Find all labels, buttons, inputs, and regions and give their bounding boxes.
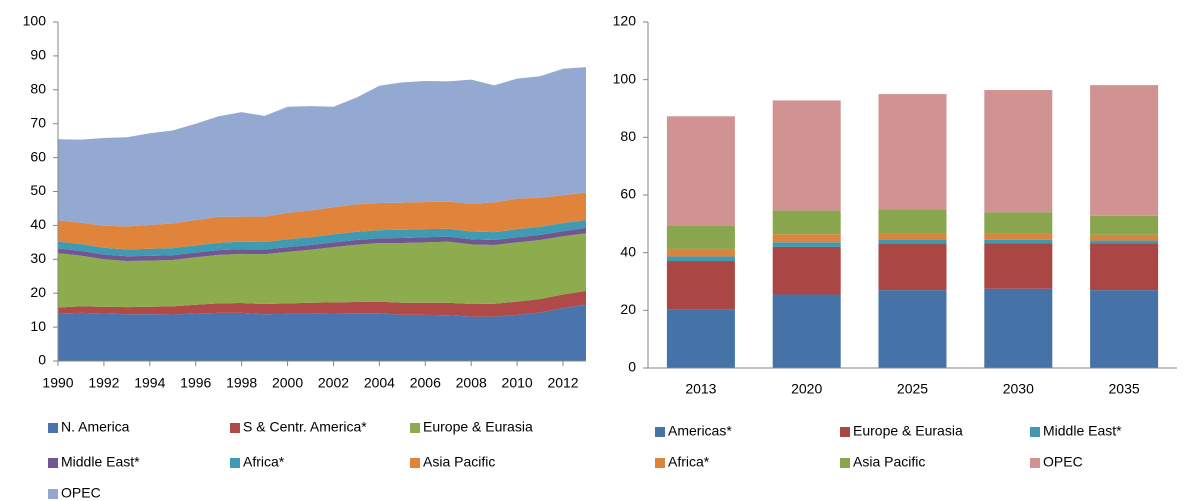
y-tick-label: 90: [30, 47, 46, 63]
legend-swatch: [840, 427, 850, 437]
y-tick-label: 70: [30, 114, 46, 130]
bar-segment: [1090, 234, 1159, 241]
area: [58, 304, 586, 361]
legend-swatch: [1030, 427, 1040, 437]
legend-label: Asia Pacific: [853, 454, 925, 470]
y-tick-label: 0: [628, 359, 636, 375]
legend-swatch: [410, 458, 420, 468]
y-tick-label: 80: [30, 81, 46, 97]
bar-segment: [772, 210, 841, 235]
bar-segment: [878, 244, 947, 291]
legend-swatch: [230, 423, 240, 433]
legend-label: Asia Pacific: [423, 454, 495, 470]
bar-segment: [984, 90, 1053, 213]
bar-segment: [1090, 85, 1159, 216]
x-tick-label: 1998: [226, 375, 257, 391]
area: [58, 67, 586, 227]
x-tick-label: 1990: [42, 375, 73, 391]
x-tick-label: 2035: [1109, 381, 1140, 397]
area: [58, 192, 586, 250]
legend-swatch: [1030, 458, 1040, 468]
legend-label: OPEC: [1043, 454, 1083, 470]
bar-segment: [666, 225, 735, 249]
y-tick-label: 40: [620, 243, 636, 259]
legend-swatch: [48, 423, 58, 433]
bar-segment: [666, 261, 735, 310]
bar-segment: [984, 233, 1053, 240]
bar-segment: [666, 256, 735, 262]
y-tick-label: 80: [620, 128, 636, 144]
legend-label: Europe & Eurasia: [423, 419, 533, 435]
y-tick-label: 100: [613, 70, 637, 86]
bar-segment: [878, 209, 947, 234]
bar-segment: [984, 243, 1053, 289]
bar-segment: [772, 100, 841, 211]
y-tick-label: 20: [620, 301, 636, 317]
x-tick-label: 2006: [410, 375, 441, 391]
area: [58, 227, 586, 261]
legend-label: Africa*: [668, 454, 710, 470]
bar-segment: [878, 233, 947, 240]
y-tick-label: 60: [620, 186, 636, 202]
legend-swatch: [48, 458, 58, 468]
bar-segment: [1090, 243, 1159, 291]
area: [58, 219, 586, 257]
legend-swatch: [840, 458, 850, 468]
y-tick-label: 20: [30, 284, 46, 300]
x-tick-label: 2030: [1003, 381, 1034, 397]
legend-swatch: [48, 489, 58, 499]
legend-swatch: [230, 458, 240, 468]
bar-segment: [1090, 290, 1159, 368]
area: [58, 233, 586, 308]
legend-label: OPEC: [61, 485, 101, 501]
x-tick-label: 2010: [502, 375, 533, 391]
x-tick-label: 2004: [364, 375, 395, 391]
bar-segment: [666, 248, 735, 257]
bar-segment: [666, 309, 735, 368]
area: [58, 290, 586, 317]
x-tick-label: 2013: [685, 381, 716, 397]
legend-swatch: [410, 423, 420, 433]
x-tick-label: 1992: [88, 375, 119, 391]
y-tick-label: 30: [30, 250, 46, 266]
x-tick-label: 2012: [547, 375, 578, 391]
legend-label: N. America: [61, 419, 130, 435]
x-tick-label: 1996: [180, 375, 211, 391]
y-tick-label: 0: [38, 352, 46, 368]
x-tick-label: 2008: [456, 375, 487, 391]
bar-segment: [1090, 215, 1159, 235]
bar-segment: [878, 239, 947, 245]
y-tick-label: 40: [30, 216, 46, 232]
bar-segment: [772, 294, 841, 368]
bar-segment: [984, 288, 1053, 368]
bar-segment: [984, 239, 1053, 244]
x-tick-label: 1994: [134, 375, 165, 391]
legend-label: Middle East*: [61, 454, 140, 470]
bar-segment: [772, 234, 841, 243]
bar-segment: [1090, 240, 1159, 244]
legend-label: Americas*: [668, 423, 732, 439]
y-tick-label: 10: [30, 318, 46, 334]
bar-segment: [878, 290, 947, 368]
x-tick-label: 2002: [318, 375, 349, 391]
legend-swatch: [655, 458, 665, 468]
legend-label: Africa*: [243, 454, 285, 470]
legend-label: Europe & Eurasia: [853, 423, 963, 439]
bar-segment: [772, 246, 841, 295]
y-tick-label: 50: [30, 182, 46, 198]
legend-label: Middle East*: [1043, 423, 1122, 439]
x-tick-label: 2020: [791, 381, 822, 397]
y-tick-label: 60: [30, 148, 46, 164]
legend-swatch: [655, 427, 665, 437]
x-tick-label: 2000: [272, 375, 303, 391]
bar-segment: [984, 212, 1053, 234]
y-tick-label: 100: [23, 13, 47, 29]
bar-segment: [878, 94, 947, 210]
bar-segment: [666, 116, 735, 226]
legend-label: S & Centr. America*: [243, 419, 367, 435]
x-tick-label: 2025: [897, 381, 928, 397]
y-tick-label: 120: [613, 13, 637, 29]
bar-segment: [772, 242, 841, 247]
